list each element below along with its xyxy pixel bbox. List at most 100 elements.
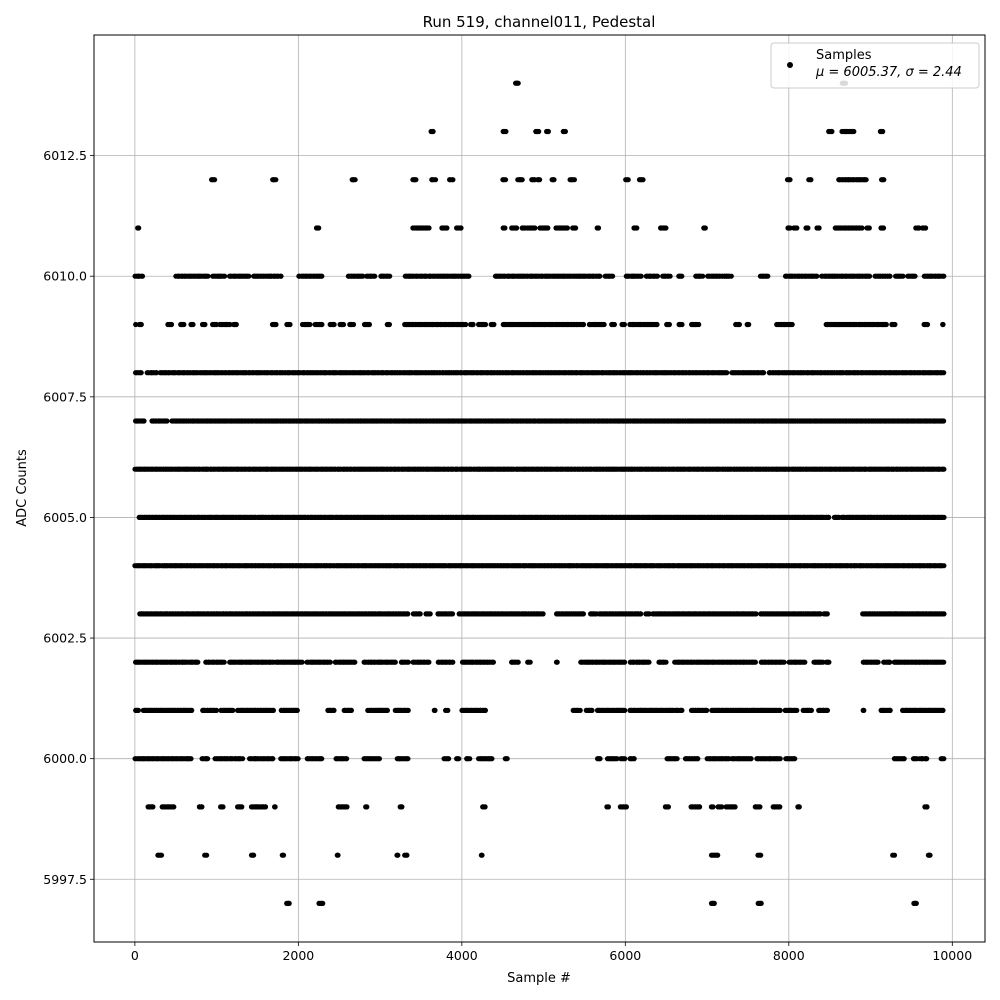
sample-point	[295, 756, 301, 762]
sample-point	[777, 707, 783, 714]
sample-point	[427, 611, 433, 617]
sample-point	[195, 659, 201, 665]
sample-point	[417, 611, 423, 617]
sample-point	[331, 707, 337, 714]
sample-point	[941, 466, 947, 472]
sample-point	[482, 707, 488, 714]
sample-point	[220, 804, 226, 810]
sample-point	[817, 611, 824, 617]
sample-point	[826, 514, 832, 521]
sample-point	[940, 707, 946, 714]
sample-point	[861, 707, 867, 714]
sample-point	[638, 611, 644, 617]
sample-point	[335, 852, 341, 858]
sample-point	[280, 852, 287, 858]
sample-point	[941, 514, 947, 521]
sample-point	[221, 659, 227, 665]
sample-point	[924, 804, 930, 810]
sample-point	[392, 659, 398, 665]
sample-point	[580, 611, 587, 617]
sample-point	[239, 804, 245, 810]
sample-point	[445, 707, 451, 714]
sample-point	[732, 804, 738, 810]
sample-point	[646, 659, 652, 665]
sample-point	[757, 804, 763, 810]
sample-point	[589, 707, 595, 714]
sample-point	[941, 756, 947, 762]
sample-point	[489, 756, 495, 762]
sample-point	[504, 756, 510, 762]
sample-point	[205, 756, 211, 762]
sample-point	[826, 659, 832, 665]
sample-point	[605, 804, 612, 810]
sample-point	[704, 707, 710, 714]
sample-point	[622, 756, 628, 762]
sample-point	[404, 852, 410, 858]
sample-point	[364, 804, 370, 810]
sample-point	[405, 611, 411, 617]
sample-point	[777, 804, 783, 810]
sample-point	[711, 900, 717, 907]
sample-point	[467, 756, 473, 762]
sample-point	[719, 804, 725, 810]
sample-point	[399, 804, 405, 810]
sample-point	[554, 659, 560, 665]
sample-point	[663, 659, 669, 665]
sample-point	[577, 707, 583, 714]
sample-point	[272, 804, 278, 810]
sample-point	[715, 852, 721, 858]
sample-point	[941, 418, 947, 424]
sample-point	[913, 900, 919, 907]
sample-point	[432, 707, 438, 714]
sample-point	[230, 707, 236, 714]
sample-point	[426, 659, 432, 665]
sample-point	[449, 611, 456, 617]
sample-point	[540, 611, 546, 617]
sample-point	[270, 707, 276, 714]
sample-point	[777, 756, 783, 762]
sample-point	[515, 659, 521, 665]
sample-point	[695, 756, 701, 762]
sample-point	[395, 852, 401, 858]
sample-point	[352, 659, 358, 665]
sample-point	[674, 756, 680, 762]
sample-point	[792, 756, 798, 762]
sample-point	[204, 852, 210, 858]
sample-point	[710, 804, 716, 810]
sample-point	[456, 756, 462, 762]
sample-point	[927, 852, 933, 858]
sample-point	[376, 756, 382, 762]
sample-point	[446, 756, 452, 762]
sample-point	[781, 659, 787, 665]
sample-point	[141, 418, 147, 424]
sample-point	[891, 852, 898, 858]
sample-point	[262, 804, 269, 810]
sample-point	[808, 707, 815, 714]
sample-point	[901, 756, 907, 762]
sample-point	[251, 852, 257, 858]
sample-points	[132, 80, 947, 907]
sample-point	[924, 756, 930, 762]
sample-point	[299, 659, 305, 665]
sample-point	[758, 852, 764, 858]
sample-point	[164, 418, 170, 424]
sample-point	[319, 756, 325, 762]
sample-point	[758, 900, 764, 907]
sample-point	[150, 804, 156, 810]
sample-point	[189, 707, 195, 714]
sample-point	[240, 756, 246, 762]
sample-point	[941, 563, 947, 569]
sample-point	[294, 707, 300, 714]
sample-point	[327, 659, 333, 665]
sample-point	[199, 804, 205, 810]
sample-point	[384, 707, 390, 714]
sample-point	[875, 659, 881, 665]
sample-point	[752, 659, 759, 665]
sample-point	[631, 756, 637, 762]
sample-point	[941, 611, 947, 617]
sample-point	[450, 659, 456, 665]
sample-point	[213, 707, 220, 714]
sample-point	[796, 804, 802, 810]
sample-point	[171, 804, 177, 810]
